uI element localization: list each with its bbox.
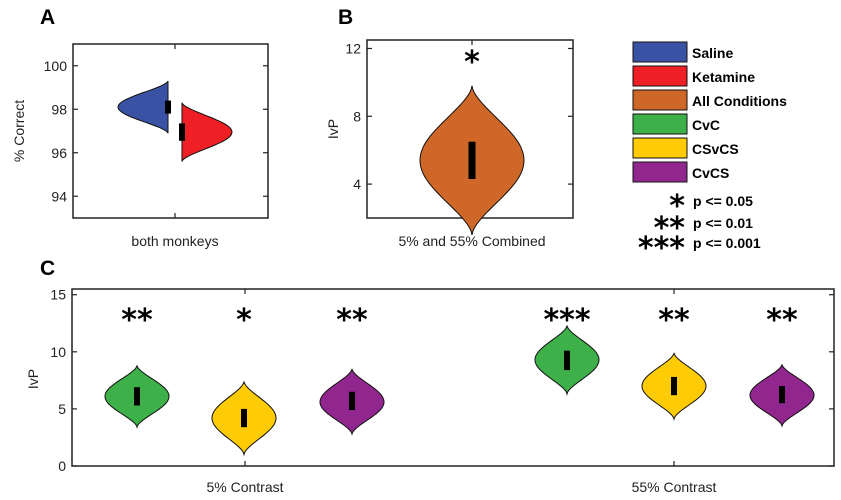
panel-a-ytick-label: 100 [44,58,68,74]
median-bar-saline [165,100,171,114]
panel-c-xlabel-5: 5% Contrast [206,479,283,495]
legend-label-csvcs: CSvCS [692,141,739,157]
median-bar-cvc-5pct [134,387,140,406]
median-bar-csvcs-55pct [671,376,677,396]
panel-b-ytick-label: 8 [353,108,361,124]
legend-label-cvcs: CvCS [692,165,729,181]
panel-c-violins: ** * ** *** ** ** [104,303,815,457]
legend-swatch-all-conditions [632,89,688,111]
violin-ketamine [181,102,233,162]
panel-b-ytick-label: 12 [345,40,361,56]
panel-c-xlabel-55: 55% Contrast [632,479,717,495]
panel-b: B IvP 5% and 55% Combined 4 8 12 * [325,6,574,249]
legend-label-ketamine: Ketamine [692,69,755,85]
legend-label-all-conditions: All Conditions [692,93,787,109]
panel-b-violins: * [419,45,525,236]
panel-a-ytick-label: 94 [51,188,67,204]
median-bar-cvc-55pct [564,350,570,371]
panel-c-ytick-label: 10 [50,344,66,360]
median-bar-csvcs-5pct [241,408,247,428]
significance-cvcs-55pct: ** [766,303,798,338]
median-bar-cvcs-5pct [349,391,355,411]
median-bar-ketamine [179,123,185,141]
panel-c-ticks: 0 5 10 15 [50,287,834,474]
legend-stars-3: *** [638,231,685,266]
panel-c-ytick-label: 5 [58,401,66,417]
panel-b-ylabel: IvP [325,119,341,139]
median-bar-cvcs-55pct [779,386,785,404]
panel-b-letter: B [338,6,353,29]
panel-b-xlabel: 5% and 55% Combined [398,233,545,249]
panel-a-xlabel: both monkeys [131,233,218,249]
legend: Saline Ketamine All Conditions CvC CSvCS CvCS… [632,41,787,266]
panel-c-ytick-label: 0 [58,458,66,474]
panel-a-letter: A [40,6,55,29]
panel-a-axes [72,43,269,219]
significance-cvc-5pct: ** [121,303,153,338]
violin-saline [117,80,169,134]
legend-swatch-ketamine [632,65,688,87]
significance-csvcs-55pct: ** [658,303,690,338]
median-bar-all-conditions [468,141,476,180]
significance-csvcs-5pct: * [236,303,252,338]
panel-c-letter: C [40,257,55,280]
panel-c-ylabel: IvP [25,369,41,389]
legend-label-cvc: CvC [692,117,720,133]
legend-swatch-csvcs [632,137,688,159]
panel-c-ytick-label: 15 [50,287,66,303]
legend-sig-label-3: p <= 0.001 [693,235,761,251]
panel-a-ytick-label: 98 [51,101,67,117]
panel-b-ytick-label: 4 [353,176,361,192]
significance-cvcs-5pct: ** [336,303,368,338]
panel-c-axes [71,288,835,467]
legend-stars-1: * [669,189,685,224]
panel-a-violins [117,80,233,162]
legend-sig-label-1: p <= 0.05 [693,193,753,209]
significance-cvc-55pct: *** [543,303,590,338]
legend-swatch-saline [632,41,688,63]
panel-a: A % Correct both monkeys 94 96 98 100 [11,6,269,249]
panel-a-ticks: 94 96 98 100 [44,44,268,218]
panel-a-ytick-label: 96 [51,145,67,161]
legend-swatch-cvcs [632,161,688,183]
panel-b-ticks: 4 8 12 [345,40,573,218]
panel-a-ylabel: % Correct [11,100,27,162]
legend-sig-label-2: p <= 0.01 [693,215,753,231]
legend-label-saline: Saline [692,45,733,61]
legend-stars-2: ** [654,211,686,246]
significance-all-conditions: * [464,45,480,80]
legend-swatch-cvc [632,113,688,135]
